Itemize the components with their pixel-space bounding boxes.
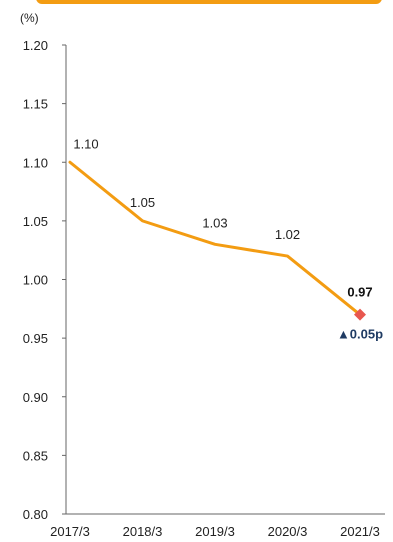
y-tick-label: 1.15	[23, 97, 48, 112]
y-tick-label: 0.85	[23, 448, 48, 463]
y-axis-ticks: 0.80 0.85 0.90 0.95 1.00 1.05 1.10 1.15 1.20	[23, 38, 66, 522]
series-line-group	[68, 160, 366, 321]
x-axis-ticks: 2017/3 2018/3 2019/3 2020/3 2021/3	[50, 524, 380, 539]
data-label: 1.03	[202, 215, 227, 230]
series-line	[68, 160, 362, 317]
y-tick-label: 0.95	[23, 331, 48, 346]
y-tick-label: 1.05	[23, 214, 48, 229]
y-tick-label: 1.20	[23, 38, 48, 53]
x-tick-label: 2017/3	[50, 524, 90, 539]
y-tick-label: 0.90	[23, 390, 48, 405]
data-labels: 1.10 1.05 1.03 1.02 0.97	[73, 136, 372, 299]
data-label: 0.97	[347, 285, 372, 300]
x-tick-label: 2019/3	[195, 524, 235, 539]
x-tick-label: 2021/3	[340, 524, 380, 539]
data-label: 1.05	[130, 195, 155, 210]
y-tick-label: 1.10	[23, 155, 48, 170]
axes	[65, 45, 385, 515]
data-label: 1.02	[275, 227, 300, 242]
y-tick-label: 1.00	[23, 273, 48, 288]
header-bar	[36, 0, 382, 4]
x-tick-label: 2020/3	[268, 524, 308, 539]
last-point-marker	[354, 308, 366, 321]
change-annotation: ▲0.05p	[337, 327, 383, 342]
x-tick-label: 2018/3	[123, 524, 163, 539]
y-tick-label: 0.80	[23, 507, 48, 522]
data-label: 1.10	[73, 136, 98, 151]
unit-label: (%)	[20, 11, 39, 25]
